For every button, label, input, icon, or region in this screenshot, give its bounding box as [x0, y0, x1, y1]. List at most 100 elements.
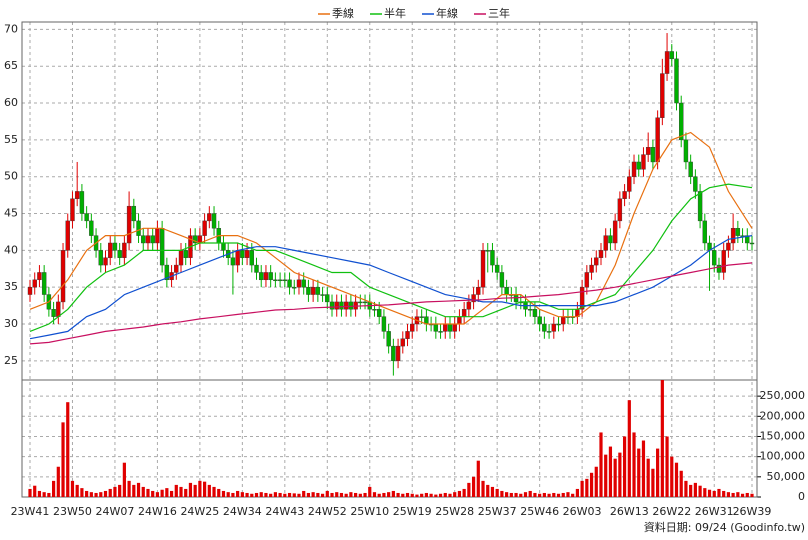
volume-bar: [368, 486, 372, 497]
volume-bar: [217, 488, 221, 497]
legend-label: 年線: [436, 6, 458, 20]
candle-body: [551, 323, 557, 332]
volume-bar: [311, 492, 315, 497]
volume-bar: [405, 492, 410, 497]
volume-tick-label: 250,000: [760, 389, 806, 402]
candle-body: [362, 301, 368, 304]
volume-bar: [236, 490, 240, 497]
candle-body: [631, 161, 637, 177]
volume-bar: [476, 460, 480, 497]
volume-bar: [646, 458, 650, 497]
candle-body: [145, 235, 151, 244]
candle-body: [301, 279, 306, 288]
candle-body: [452, 323, 457, 332]
volume-bar: [151, 490, 155, 497]
candle-body: [461, 309, 467, 317]
candle-body: [490, 250, 495, 266]
candle-body: [306, 286, 311, 295]
candle-body: [287, 279, 292, 288]
candle-body: [273, 279, 278, 282]
volume-bar: [698, 485, 702, 497]
volume-bar: [632, 432, 636, 497]
volume-bar: [198, 480, 202, 497]
candle-body: [636, 161, 641, 170]
volume-bar: [80, 488, 84, 497]
candle-body: [207, 213, 212, 222]
candle-body: [594, 257, 599, 266]
volume-bar: [495, 488, 499, 497]
volume-bar: [684, 480, 688, 497]
x-tick-label: 26W39: [733, 505, 772, 518]
candle-body: [410, 323, 415, 332]
volume-bar: [66, 402, 70, 497]
candle-body: [546, 331, 552, 333]
candle-body: [235, 250, 240, 266]
candle-body: [372, 309, 377, 311]
candle-body: [136, 220, 141, 236]
candle-body: [433, 323, 439, 332]
volume-bar: [325, 490, 329, 497]
x-tick-label: 23W50: [53, 505, 92, 518]
candle-body: [211, 213, 217, 229]
candle-body: [447, 323, 453, 332]
volume-bar: [354, 492, 358, 497]
candle-body: [589, 264, 594, 273]
volume-bar: [467, 482, 471, 497]
y-tick-label: 55: [4, 133, 18, 146]
volume-bar: [599, 432, 603, 497]
legend-label: 三年: [488, 6, 510, 20]
candle-body: [641, 154, 646, 170]
volume-bar: [99, 492, 103, 497]
ma-line: [29, 183, 753, 332]
candle-body: [693, 176, 698, 192]
volume-bar: [689, 484, 693, 497]
volume-bar: [703, 488, 707, 497]
volume-bar: [273, 492, 277, 497]
volume-bar: [726, 492, 731, 497]
volume-bar: [448, 493, 452, 497]
volume-bar: [358, 493, 362, 497]
candle-body: [494, 264, 500, 273]
volume-bar: [471, 476, 476, 497]
x-tick-label: 24W43: [265, 505, 304, 518]
volume-bar: [141, 486, 145, 497]
volume-bar: [547, 493, 551, 497]
candle-body: [608, 235, 613, 244]
candle-body: [126, 205, 132, 244]
candle-body: [277, 279, 283, 282]
volume-bar: [207, 484, 211, 497]
volume-bar: [651, 468, 655, 497]
volume-bar: [344, 493, 348, 497]
volume-bar: [575, 488, 579, 497]
volume-bar: [188, 482, 193, 497]
candle-body: [339, 301, 344, 310]
candle-body: [282, 279, 288, 282]
candle-body: [542, 323, 547, 332]
volume-bar: [42, 492, 46, 497]
volume-bar: [108, 488, 112, 497]
candle-body: [617, 198, 623, 222]
candle-body: [268, 272, 273, 281]
volume-bar: [670, 456, 674, 497]
y-tick-label: 60: [4, 96, 18, 109]
volume-bar: [85, 490, 89, 497]
candle-body: [688, 161, 693, 177]
candle-body: [348, 301, 354, 310]
volume-bar: [245, 492, 249, 497]
candle-body: [660, 73, 665, 118]
candle-body: [108, 242, 113, 258]
legend-label: 半年: [384, 6, 406, 20]
candle-body: [56, 301, 61, 317]
x-tick-label: 24W52: [308, 505, 347, 518]
volume-bar: [627, 400, 631, 497]
volume-bar: [429, 493, 433, 497]
x-tick-label: 25W46: [520, 505, 559, 518]
volume-bar: [656, 448, 660, 497]
volume-bar: [486, 484, 490, 497]
candle-body: [561, 316, 566, 325]
volume-bar: [613, 458, 617, 497]
volume-bar: [571, 493, 575, 497]
x-tick-label: 26W22: [652, 505, 691, 518]
x-tick-label: 26W03: [563, 505, 602, 518]
volume-bar: [731, 492, 735, 497]
